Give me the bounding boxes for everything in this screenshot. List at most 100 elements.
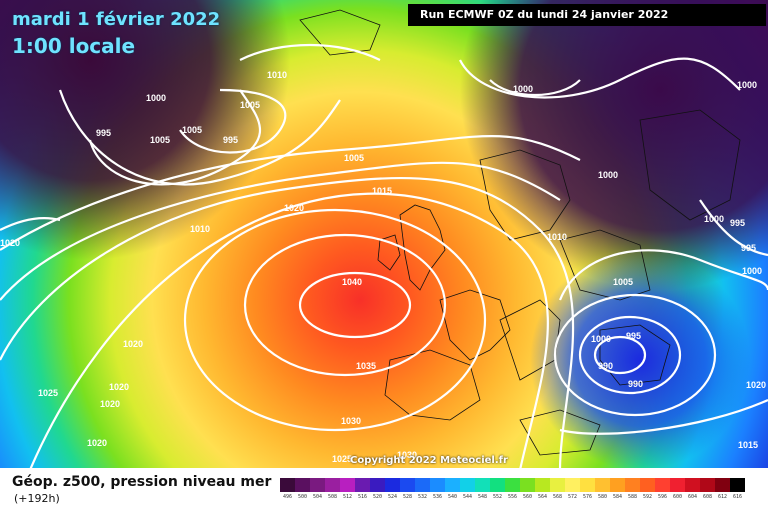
- legend-swatch: [310, 478, 325, 492]
- legend-value: 556: [507, 494, 518, 500]
- legend-swatch: [505, 478, 520, 492]
- legend-value: 604: [687, 494, 698, 500]
- isobar-label: 1010: [547, 232, 567, 242]
- isobar-label: 1020: [87, 438, 107, 448]
- legend-swatch: [670, 478, 685, 492]
- weather-map: 1010 1000 1005 995 1005 995 1005 1000 10…: [0, 0, 768, 468]
- isobar-label: 1020: [100, 399, 120, 409]
- legend-value: 564: [537, 494, 548, 500]
- legend-value: 524: [387, 494, 398, 500]
- isobar-label: 1010: [190, 224, 210, 234]
- map-canvas: 1010 1000 1005 995 1005 995 1005 1000 10…: [0, 0, 768, 468]
- isobar-label: 1020: [0, 238, 20, 248]
- legend-swatch: [295, 478, 310, 492]
- legend-swatch: [640, 478, 655, 492]
- isobar-label: 1005: [240, 100, 260, 110]
- legend-value: 512: [342, 494, 353, 500]
- isobar-label: 1030: [397, 450, 417, 460]
- legend-value: 612: [717, 494, 728, 500]
- legend-value: 536: [432, 494, 443, 500]
- legend-swatch: [460, 478, 475, 492]
- isobar-label: 1020: [109, 382, 129, 392]
- legend-swatch: [325, 478, 340, 492]
- isobar-labels: 1010 1000 1005 995 1005 995 1005 1000 10…: [0, 70, 766, 464]
- legend-swatch: [490, 478, 505, 492]
- legend-value: 596: [657, 494, 668, 500]
- isobar-label: 1000: [704, 214, 724, 224]
- legend-value: 496: [282, 494, 293, 500]
- legend-swatch: [445, 478, 460, 492]
- legend-swatch: [340, 478, 355, 492]
- legend-value: 528: [402, 494, 413, 500]
- legend-swatch: [475, 478, 490, 492]
- isobar-label: 995: [626, 331, 641, 341]
- isobars: [0, 43, 768, 468]
- legend-value: 560: [522, 494, 533, 500]
- legend-swatch: [625, 478, 640, 492]
- product-title: Géop. z500, pression niveau mer: [12, 474, 272, 490]
- legend-value: 504: [312, 494, 323, 500]
- legend-value: 568: [552, 494, 563, 500]
- legend-swatch: [655, 478, 670, 492]
- legend-value: 600: [672, 494, 683, 500]
- isobar-label: 1015: [372, 186, 392, 196]
- isobar-label: 995: [96, 128, 111, 138]
- isobar-label: 995: [730, 218, 745, 228]
- legend-value: 592: [642, 494, 653, 500]
- legend-swatch: [565, 478, 580, 492]
- isobar-label: 1025: [38, 388, 58, 398]
- legend-value: 532: [417, 494, 428, 500]
- isobar-label: 1005: [182, 125, 202, 135]
- forecast-lead-time: (+192h): [14, 492, 60, 505]
- legend-value: 508: [327, 494, 338, 500]
- isobar-label: 1005: [344, 153, 364, 163]
- legend-swatch: [520, 478, 535, 492]
- legend-value: 500: [297, 494, 308, 500]
- isobar-label: 1005: [613, 277, 633, 287]
- legend-value: 584: [612, 494, 623, 500]
- legend-swatch: [580, 478, 595, 492]
- legend-swatch: [370, 478, 385, 492]
- low-central-europe: [0, 0, 768, 468]
- legend-value: 544: [462, 494, 473, 500]
- isobar-label: 1025: [332, 454, 352, 464]
- legend-swatch: [550, 478, 565, 492]
- legend-swatch: [535, 478, 550, 492]
- isobar-label: 995: [741, 243, 756, 253]
- isobar-label: 1000: [737, 80, 757, 90]
- legend-value: 608: [702, 494, 713, 500]
- isobar-label: 1035: [356, 361, 376, 371]
- isobar-label: 1030: [341, 416, 361, 426]
- forecast-date: mardi 1 février 2022: [12, 9, 221, 30]
- legend-value: 548: [477, 494, 488, 500]
- legend-swatch: [715, 478, 730, 492]
- isobar-label: 1005: [150, 135, 170, 145]
- isobar-label: 1000: [742, 266, 762, 276]
- legend-value: 572: [567, 494, 578, 500]
- isobar-label: 990: [628, 379, 643, 389]
- isobar-label: 1000: [513, 84, 533, 94]
- legend-swatch: [385, 478, 400, 492]
- isobar-label: 1010: [267, 70, 287, 80]
- model-run-label: Run ECMWF 0Z du lundi 24 janvier 2022: [408, 4, 766, 26]
- isobar-label: 1040: [342, 277, 362, 287]
- legend-value: 576: [582, 494, 593, 500]
- legend-swatch: [685, 478, 700, 492]
- legend-swatch: [595, 478, 610, 492]
- copyright-notice: Copyright 2022 Meteociel.fr: [350, 455, 508, 466]
- legend-value: 520: [372, 494, 383, 500]
- legend-swatch: [355, 478, 370, 492]
- legend-value: 516: [357, 494, 368, 500]
- isobar-label: 1020: [746, 380, 766, 390]
- forecast-time: 1:00 locale: [12, 34, 136, 58]
- legend-value: 552: [492, 494, 503, 500]
- legend-swatch: [730, 478, 745, 492]
- legend-swatch: [415, 478, 430, 492]
- isobar-label: 1000: [591, 334, 611, 344]
- isobar-label: 1020: [284, 203, 304, 213]
- legend-swatch: [280, 478, 295, 492]
- isobar-label: 990: [598, 361, 613, 371]
- legend-swatch: [700, 478, 715, 492]
- isobar-label: 1015: [738, 440, 758, 450]
- legend-value: 616: [732, 494, 743, 500]
